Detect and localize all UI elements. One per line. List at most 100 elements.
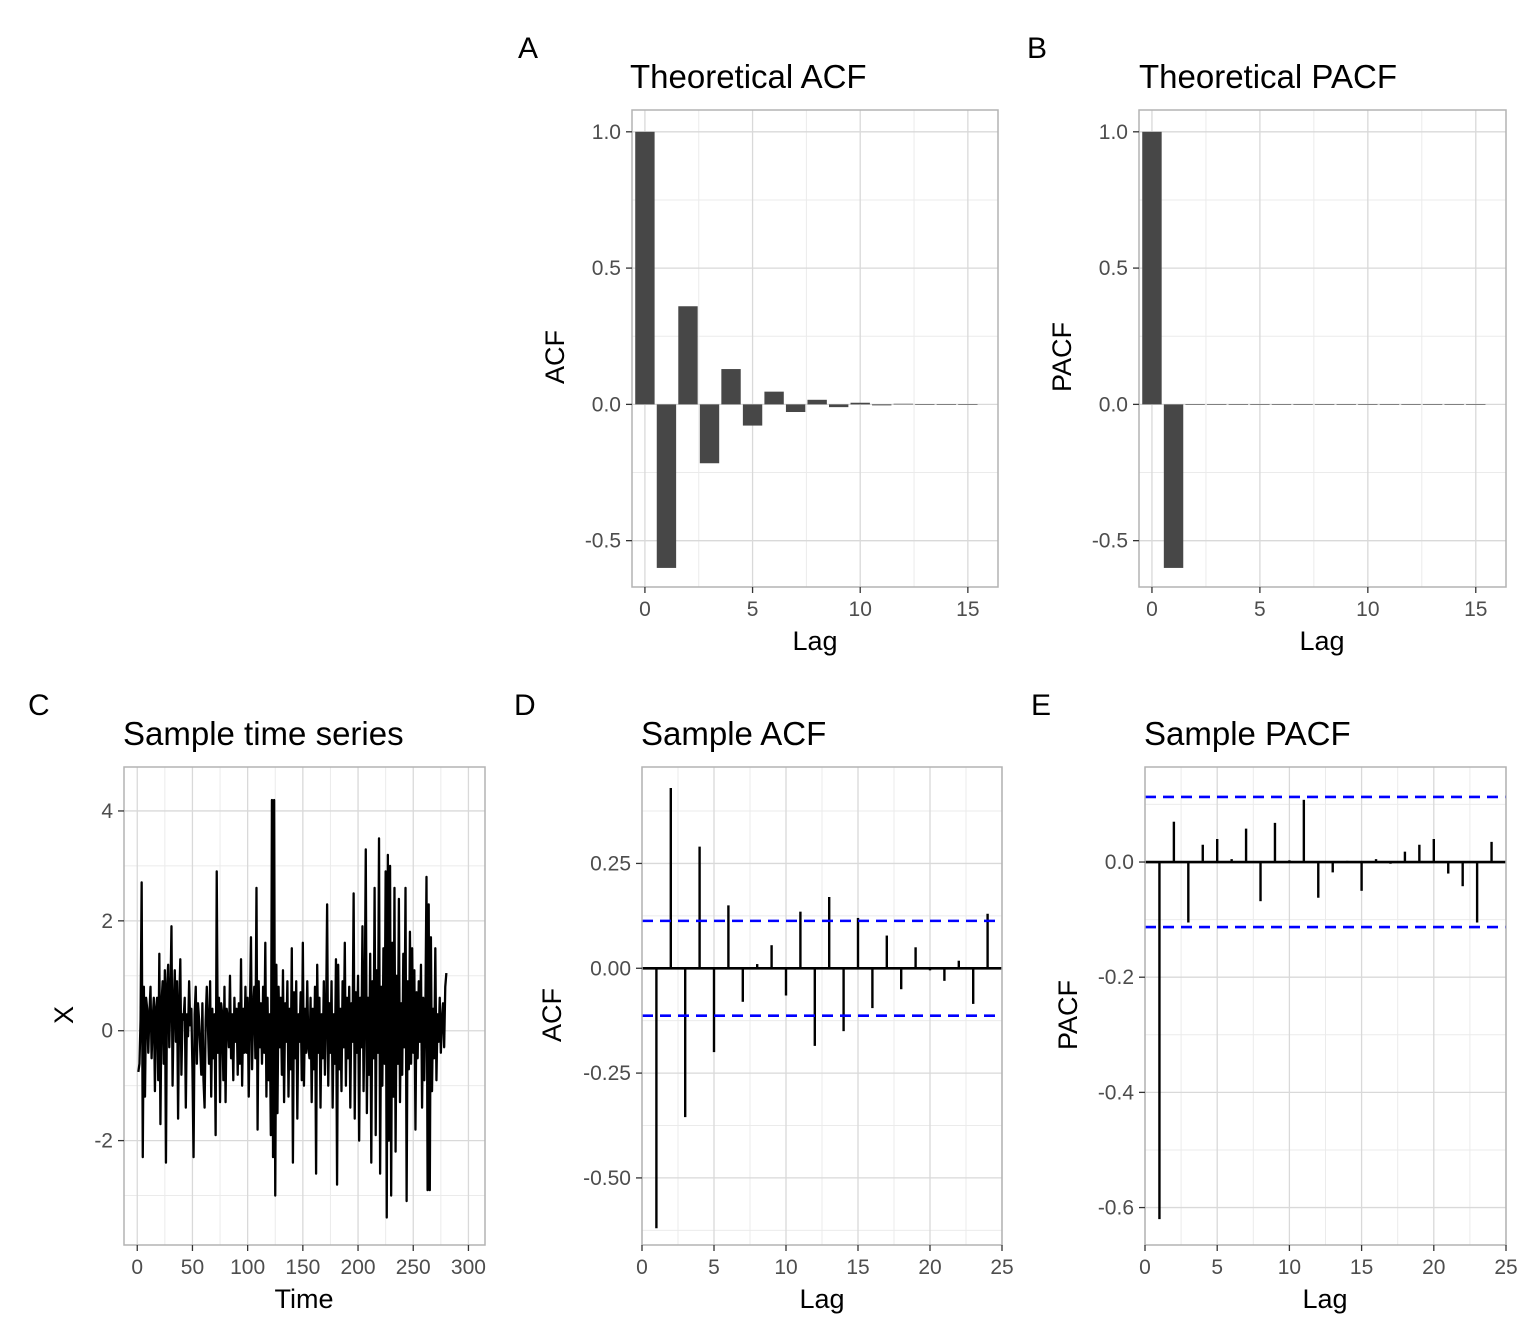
panel-b-x-tick-label: 0 xyxy=(1146,598,1158,621)
panel-c-x-tick-label: 150 xyxy=(285,1256,320,1279)
panel-a-bar xyxy=(764,391,784,405)
panel-b-bar xyxy=(1207,404,1227,405)
panel-a-bar xyxy=(785,404,806,413)
panel-e-title: Sample PACF xyxy=(1144,715,1351,752)
panel-b-bar xyxy=(1422,404,1443,405)
panel-b-x-tick-label: 10 xyxy=(1356,598,1379,621)
panel-e-x-tick-label: 5 xyxy=(1211,1256,1223,1279)
panel-b-bar xyxy=(1142,131,1162,405)
panel-e-x-tick-label: 15 xyxy=(1350,1256,1373,1279)
panel-a-x-tick-label: 0 xyxy=(639,598,651,621)
panel-b-letter: B xyxy=(1027,32,1047,65)
panel-e-y-tick-label: 0.0 xyxy=(1105,851,1134,874)
panel-a-bar xyxy=(828,404,849,408)
panel-a-x-axis-title: Lag xyxy=(792,626,837,656)
panel-b-bar xyxy=(1401,404,1421,405)
panel-b-bar xyxy=(1271,404,1292,405)
panel-d-x-axis-title: Lag xyxy=(799,1284,844,1314)
panel-a-bar xyxy=(807,399,827,405)
panel-b-bar xyxy=(1228,404,1249,405)
panel-a-bar xyxy=(872,404,892,406)
panel-a-y-tick-label: 1.0 xyxy=(592,121,621,144)
panel-b-bar xyxy=(1250,404,1270,405)
panel-d-x-tick-label: 25 xyxy=(990,1256,1013,1279)
panel-e-x-axis-title: Lag xyxy=(1302,1284,1347,1314)
panel-b-x-axis-title: Lag xyxy=(1299,626,1344,656)
panel-a-x-tick-label: 5 xyxy=(747,598,759,621)
panel-a-y-tick-label: 0.0 xyxy=(592,393,621,416)
panel-b-bar xyxy=(1379,404,1400,405)
panel-b-y-tick-label: 0.0 xyxy=(1099,393,1128,416)
panel-a-bar xyxy=(699,404,720,464)
panel-e-x-tick-label: 10 xyxy=(1278,1256,1301,1279)
panel-a-y-axis-title: ACF xyxy=(540,330,570,384)
panel-e-group: 0 5 10 15 20 25 -0.6 -0.4 -0.2 0.0 E Sample PACF Lag… xyxy=(1031,689,1518,1314)
panel-d-y-axis-title: ACF xyxy=(537,988,567,1042)
panel-d-title: Sample ACF xyxy=(641,715,826,752)
panel-d-x-tick-label: 0 xyxy=(636,1256,648,1279)
panel-a-bar xyxy=(635,131,655,405)
panel-b-y-tick-label: -0.5 xyxy=(1092,530,1128,553)
panel-d-x-tick-label: 15 xyxy=(846,1256,869,1279)
panel-b-bar xyxy=(1358,404,1378,405)
panel-c-x-tick-label: 200 xyxy=(341,1256,376,1279)
panel-c-x-tick-label: 100 xyxy=(230,1256,265,1279)
panel-b-bar xyxy=(1336,404,1356,405)
panel-a-bar xyxy=(936,404,957,405)
panel-b-bar xyxy=(1163,404,1184,568)
panel-a-title: Theoretical ACF xyxy=(630,58,867,95)
panel-b-bar xyxy=(1293,404,1313,405)
panel-b-group: 0 5 10 15 -0.5 0.0 0.5 1.0 B Theoretical PACF Lag P… xyxy=(1027,32,1507,656)
panel-c-y-tick-label: 2 xyxy=(101,910,113,933)
panel-c-x-tick-label: 300 xyxy=(451,1256,486,1279)
panel-c-x-tick-label: 50 xyxy=(181,1256,204,1279)
panel-a-bar xyxy=(915,404,935,405)
panel-d-panel-border xyxy=(641,766,1003,1246)
panel-e-panel-border xyxy=(1144,766,1507,1246)
panel-d-letter: D xyxy=(514,689,536,722)
panel-b-y-axis-title: PACF xyxy=(1047,322,1077,392)
panel-e-y-tick-label: -0.4 xyxy=(1098,1081,1135,1104)
panel-c-x-axis-title: Time xyxy=(275,1284,334,1314)
panel-b-title: Theoretical PACF xyxy=(1139,58,1397,95)
panel-a-group: 0 5 10 15 -0.5 0.0 0.5 1.0 A Theoretical ACF Lag AC… xyxy=(518,32,999,656)
panel-a-y-tick-label: -0.5 xyxy=(585,530,621,553)
panel-b-y-tick-label: 1.0 xyxy=(1099,121,1128,144)
panel-e-y-axis-title: PACF xyxy=(1053,980,1083,1050)
panel-d-x-tick-label: 10 xyxy=(774,1256,797,1279)
panel-c-letter: C xyxy=(28,689,50,722)
panel-a-panel-border xyxy=(631,109,999,588)
panel-c-panel-border xyxy=(123,766,486,1246)
panel-c-y-tick-label: 4 xyxy=(101,800,113,823)
panel-d-group: 0 5 10 15 20 25 -0.50 -0.25 0.00 0.25 D Sample ACF L… xyxy=(514,689,1014,1314)
panel-b-bar xyxy=(1185,404,1205,405)
panel-e-letter: E xyxy=(1031,689,1051,722)
panel-c-y-tick-label: -2 xyxy=(94,1130,113,1153)
panel-c-y-tick-label: 0 xyxy=(101,1020,113,1043)
panel-a-y-tick-label: 0.5 xyxy=(592,257,621,280)
panel-c-y-axis-title: X xyxy=(49,1006,79,1024)
panel-b-x-tick-label: 5 xyxy=(1254,598,1266,621)
panel-b-bar xyxy=(1314,404,1335,405)
panel-b-bar xyxy=(1466,404,1486,405)
panel-b-x-tick-label: 15 xyxy=(1464,598,1487,621)
panel-e-x-tick-label: 25 xyxy=(1494,1256,1517,1279)
panel-e-x-tick-label: 0 xyxy=(1139,1256,1151,1279)
panel-c-title: Sample time series xyxy=(123,715,404,752)
panel-a-bar xyxy=(958,404,978,405)
panel-d-y-tick-label: 0.25 xyxy=(590,852,631,875)
panel-d-x-tick-label: 20 xyxy=(918,1256,941,1279)
panel-e-x-tick-label: 20 xyxy=(1422,1256,1445,1279)
panel-c-series-line xyxy=(137,798,448,1219)
panel-d-x-tick-label: 5 xyxy=(708,1256,720,1279)
panel-b-panel-border xyxy=(1138,109,1507,588)
panel-c-group: 0 50 100 150 200 250 300 -2 0 2 4 C Sample time seri… xyxy=(28,689,486,1314)
panel-b-y-tick-label: 0.5 xyxy=(1099,257,1128,280)
panel-b-bar xyxy=(1444,404,1464,405)
panel-a-bar xyxy=(893,403,913,405)
panel-d-y-tick-label: -0.25 xyxy=(583,1062,631,1085)
panel-d-y-tick-label: -0.50 xyxy=(583,1167,631,1190)
panel-a-bar xyxy=(721,369,741,405)
panel-a-x-tick-label: 15 xyxy=(956,598,979,621)
